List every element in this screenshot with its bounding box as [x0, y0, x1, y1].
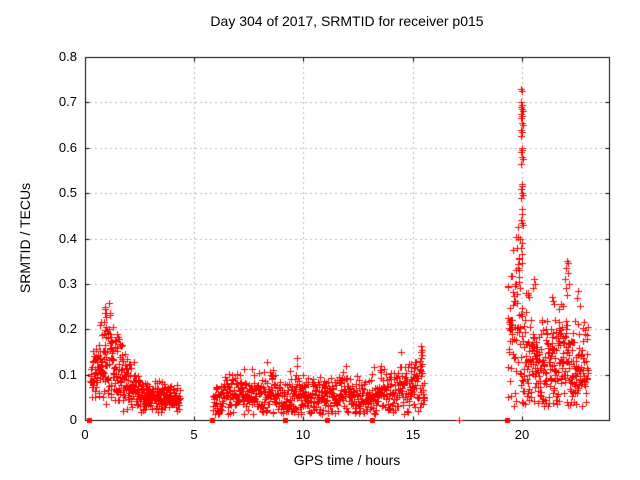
y-tick-label: 0.7: [58, 94, 77, 109]
x-axis-label: GPS time / hours: [293, 452, 401, 468]
x-tick-label: 15: [405, 427, 421, 442]
y-tick-label: 0: [69, 412, 77, 427]
x-tick-label: 10: [295, 427, 311, 442]
y-tick-label: 0.4: [58, 231, 77, 246]
y-tick-label: 0.6: [58, 140, 77, 155]
y-tick-label: 0.3: [58, 276, 77, 291]
chart-title: Day 304 of 2017, SRMTID for receiver p01…: [210, 13, 484, 29]
y-tick-label: 0.8: [58, 49, 77, 64]
y-tick-label: 0.5: [58, 185, 77, 200]
x-tick-label: 5: [190, 427, 198, 442]
x-tick-label: 20: [514, 427, 530, 442]
y-tick-label: 0.2: [58, 321, 77, 336]
x-tick-label: 0: [81, 427, 89, 442]
y-tick-label: 0.1: [58, 367, 77, 382]
